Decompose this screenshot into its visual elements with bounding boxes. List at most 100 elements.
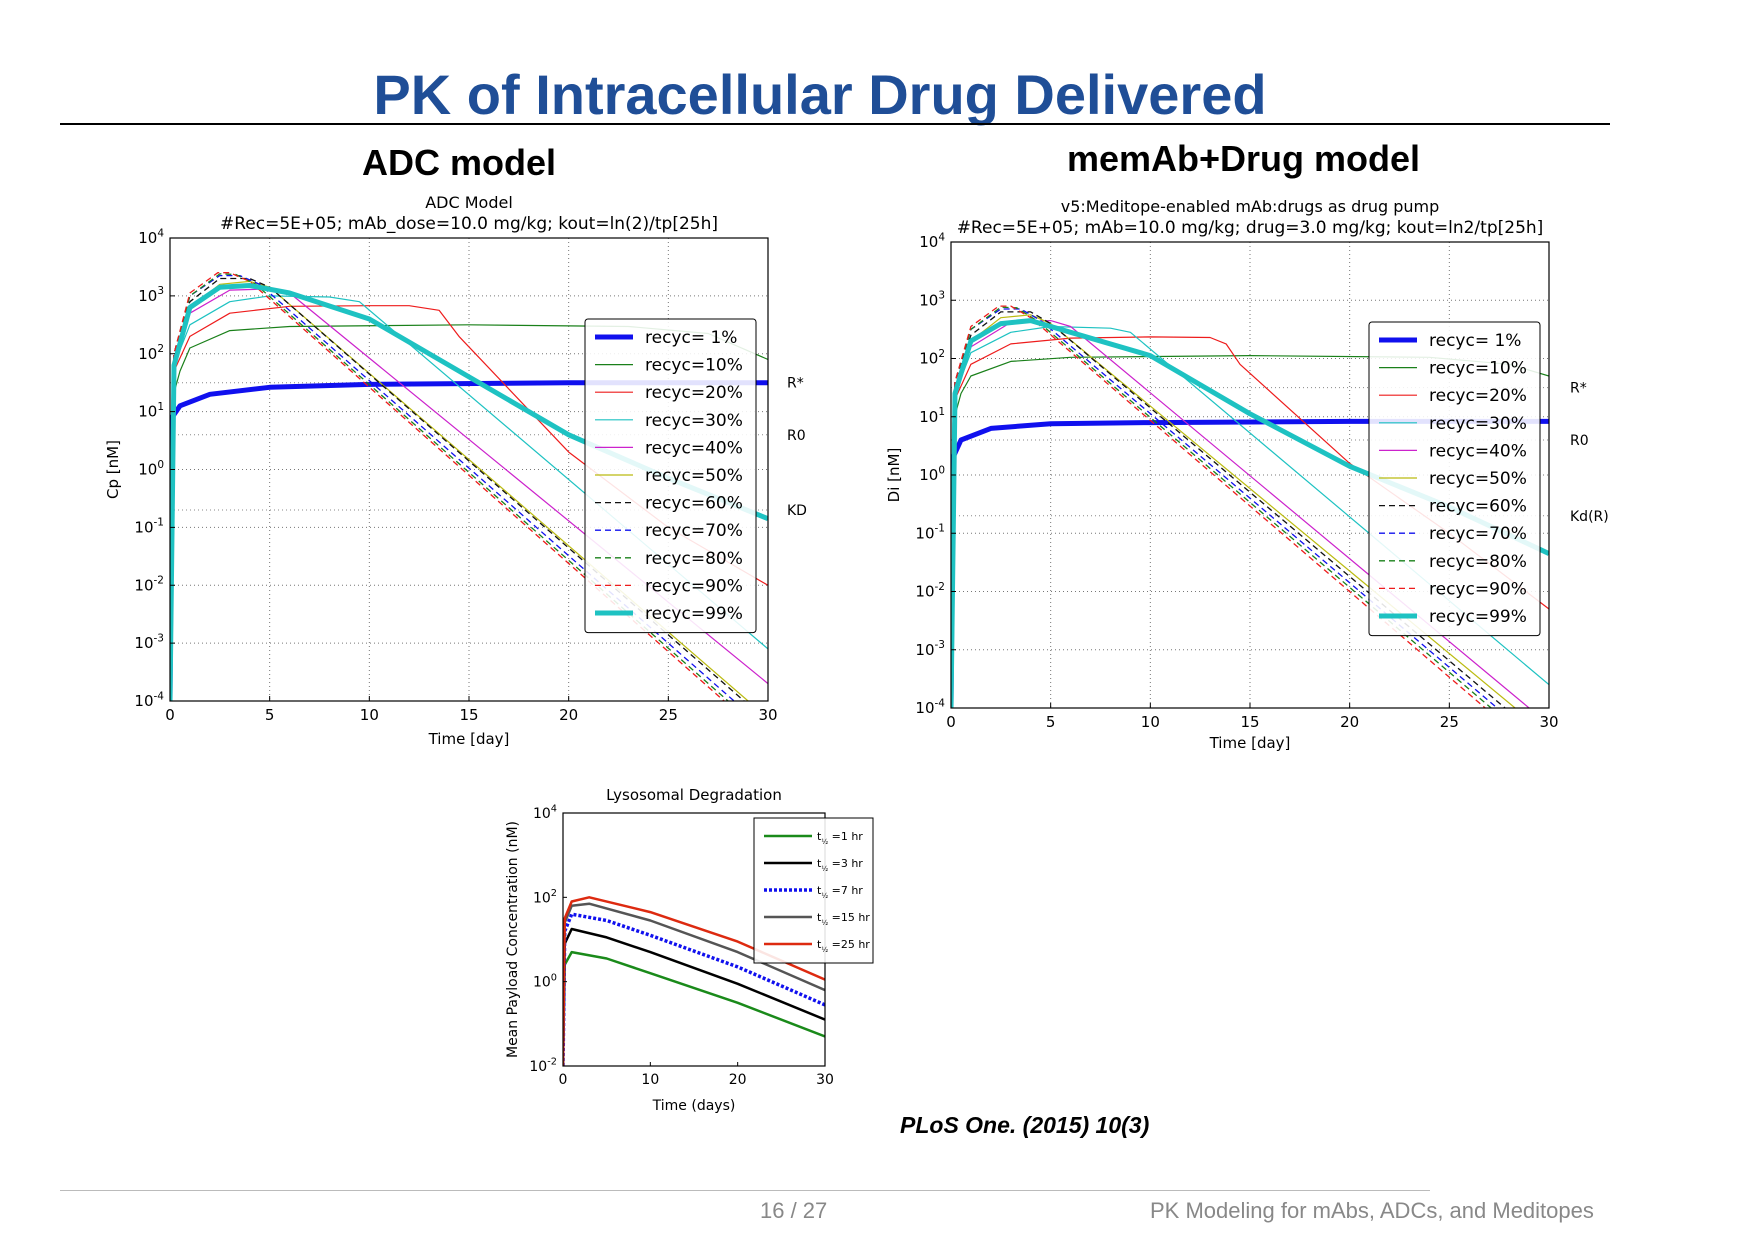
x-tick-label: 20 [559, 706, 578, 724]
x-tick-label: 25 [659, 706, 678, 724]
series-line [951, 305, 1486, 708]
legend-label: recyc=20% [645, 383, 743, 403]
legend-label: recyc=90% [645, 576, 743, 596]
legend-label: recyc=30% [1429, 414, 1527, 434]
legend-label: recyc=10% [1429, 359, 1527, 379]
y-tick-label: 102 [138, 343, 164, 363]
x-tick-label: 25 [1440, 713, 1459, 731]
y-tick-label: 100 [533, 972, 557, 990]
x-tick-label: 10 [360, 706, 379, 724]
legend-label: recyc=90% [1429, 579, 1527, 599]
chart-subtitle: #Rec=5E+05; mAb=10.0 mg/kg; drug=3.0 mg/… [957, 218, 1544, 238]
legend-label: t½ =7 hr [817, 884, 863, 900]
y-tick-label: 10-3 [915, 639, 945, 659]
footer-text: PK Modeling for mAbs, ADCs, and Meditope… [1150, 1198, 1594, 1223]
legend-label: t½ =1 hr [817, 830, 863, 846]
citation: PLoS One. (2015) 10(3) [900, 1112, 1150, 1138]
legend-label: recyc=40% [645, 438, 743, 458]
y-tick-label: 10-2 [529, 1057, 557, 1075]
subtitle-memab-drug-model: memAb+Drug model [1067, 138, 1421, 179]
legend-label: recyc=99% [1429, 607, 1527, 627]
legend-label: t½ =3 hr [817, 857, 863, 873]
x-tick-label: 10 [1141, 713, 1160, 731]
series-line [563, 912, 825, 1066]
y-tick-label: 101 [919, 406, 945, 426]
y-tick-label: 102 [919, 348, 945, 368]
legend-label: recyc=80% [645, 549, 743, 569]
x-tick-label: 0 [946, 713, 956, 731]
y-tick-label: 10-2 [134, 575, 164, 595]
legend-label: recyc=30% [645, 411, 743, 431]
chart-1: v5:Meditope-enabled mAb:drugs as drug pu… [885, 197, 1609, 752]
x-tick-label: 30 [816, 1072, 834, 1088]
series-line [170, 272, 725, 701]
y-tick-label: 102 [533, 888, 557, 906]
y-tick-label: 103 [919, 290, 945, 310]
x-axis-label: Time (days) [652, 1098, 736, 1114]
chart-subtitle: #Rec=5E+05; mAb_dose=10.0 mg/kg; kout=ln… [220, 214, 718, 234]
legend-label: recyc=60% [645, 494, 743, 514]
slide-title: PK of Intracellular Drug Delivered [373, 63, 1267, 126]
x-tick-label: 20 [729, 1072, 747, 1088]
x-tick-label: 5 [1046, 713, 1056, 731]
legend-label: recyc= 1% [1429, 331, 1521, 351]
legend-label: recyc=40% [1429, 441, 1527, 461]
x-tick-label: 15 [1240, 713, 1259, 731]
series-line [170, 274, 735, 701]
footer-rule [60, 1190, 1430, 1191]
reference-label: KD [787, 503, 807, 519]
x-tick-label: 15 [459, 706, 478, 724]
legend-box [584, 318, 757, 634]
page-number: 16 / 27 [760, 1198, 828, 1223]
chart-title: ADC Model [425, 193, 513, 212]
legend-label: recyc=70% [1429, 524, 1527, 544]
y-tick-label: 100 [138, 459, 164, 479]
y-axis-label: Cp [nM] [104, 440, 122, 499]
x-axis-label: Time [day] [428, 730, 510, 748]
series-line [563, 896, 825, 1066]
legend-box [753, 817, 874, 964]
x-tick-label: 20 [1340, 713, 1359, 731]
y-axis-label: Di [nM] [885, 448, 903, 503]
y-tick-label: 101 [138, 401, 164, 421]
x-tick-label: 30 [1539, 713, 1558, 731]
series-line [951, 311, 1506, 708]
chart-0: ADC Model #Rec=5E+05; mAb_dose=10.0 mg/kg… [104, 193, 807, 748]
legend-label: recyc= 1% [645, 328, 737, 348]
legend-label: t½ =15 hr [817, 911, 870, 927]
subtitle-adc-model: ADC model [362, 142, 557, 183]
chart-title: v5:Meditope-enabled mAb:drugs as drug pu… [1061, 197, 1440, 216]
chart-2: Lysosomal Degradation 0 10 20 30 10-2 100 102 10… [505, 786, 874, 1114]
y-tick-label: 10-1 [915, 523, 945, 543]
series-line [951, 308, 1498, 708]
x-tick-label: 0 [165, 706, 175, 724]
y-tick-label: 10-4 [915, 697, 945, 717]
title-rule [60, 123, 1610, 125]
reference-label: R* [787, 376, 804, 392]
legend-label: recyc=10% [645, 356, 743, 376]
y-tick-label: 103 [138, 285, 164, 305]
y-axis-label: Mean Payload Concentration (nM) [505, 821, 521, 1058]
y-tick-label: 10-3 [134, 632, 164, 652]
legend-label: recyc=50% [645, 466, 743, 486]
y-tick-label: 104 [919, 231, 945, 251]
legend-label: recyc=60% [1429, 497, 1527, 517]
x-tick-label: 0 [559, 1072, 568, 1088]
legend-label: recyc=20% [1429, 386, 1527, 406]
y-tick-label: 10-1 [134, 517, 164, 537]
reference-label: R* [1570, 381, 1587, 397]
x-tick-label: 5 [265, 706, 275, 724]
legend-label: recyc=50% [1429, 469, 1527, 489]
series-group [563, 896, 825, 1066]
legend-label: t½ =25 hr [817, 938, 870, 954]
reference-label: Kd(R) [1570, 509, 1609, 525]
x-tick-label: 30 [758, 706, 777, 724]
reference-label: R0 [787, 428, 806, 444]
y-tick-label: 104 [138, 227, 164, 247]
y-tick-label: 104 [533, 804, 557, 822]
y-tick-label: 10-2 [915, 581, 945, 601]
x-tick-label: 10 [641, 1072, 659, 1088]
y-tick-label: 100 [919, 464, 945, 484]
y-tick-label: 10-4 [134, 690, 164, 710]
